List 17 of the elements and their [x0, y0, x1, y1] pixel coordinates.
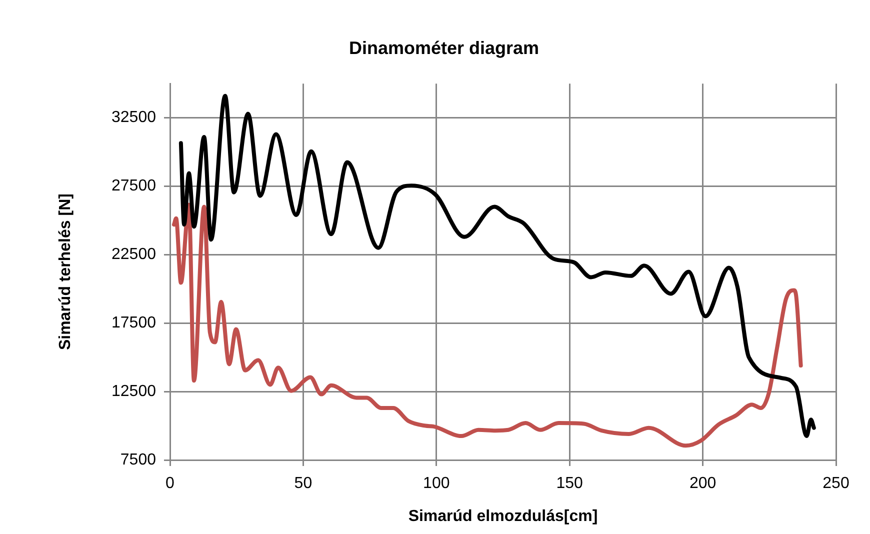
- x-tick-label: 0: [166, 475, 175, 492]
- x-tick-label: 50: [294, 475, 312, 492]
- y-tick-label: 32500: [112, 109, 156, 126]
- y-axis-title: Simarúd terhelés [N]: [57, 194, 74, 350]
- x-tick-label: 150: [556, 475, 584, 492]
- x-tick-label: 100: [423, 475, 450, 492]
- y-tick-label: 17500: [112, 314, 156, 332]
- y-tick-label: 7500: [120, 451, 156, 468]
- y-tick-label: 27500: [112, 178, 156, 195]
- line-series: [172, 202, 803, 448]
- x-tick-label: 200: [689, 475, 716, 492]
- line-series: [178, 94, 816, 438]
- x-tick-label: 250: [822, 475, 850, 492]
- x-axis-title: Simarúd elmozdulás[cm]: [408, 508, 598, 525]
- y-tick-label: 22500: [112, 246, 156, 264]
- y-tick-label: 12500: [112, 382, 156, 400]
- chart-title: Dinamométer diagram: [348, 38, 540, 58]
